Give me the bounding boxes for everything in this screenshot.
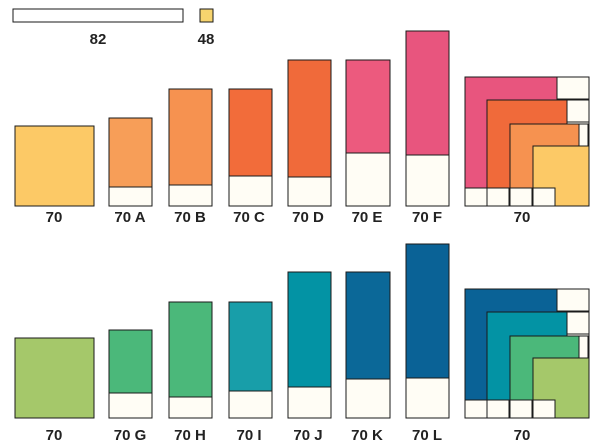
- row-1-label-2: 70 B: [174, 209, 206, 226]
- nested-foot-0: [464, 187, 488, 207]
- sheet-fill-2-6: [405, 243, 450, 379]
- sheet-fill-2-0: [14, 337, 95, 419]
- nested-cap-2: [578, 123, 589, 147]
- row-2-label-2: 70 H: [174, 427, 206, 444]
- nested-cap-2: [578, 335, 589, 359]
- row-1-label-6: 70 F: [412, 209, 442, 226]
- row-1-label-1: 70 A: [114, 209, 145, 226]
- sheet-fill-1-4: [287, 59, 332, 178]
- legend-long-sheet-label: 82: [90, 31, 107, 48]
- row-2-label-3: 70 I: [236, 427, 261, 444]
- row-2-label-6: 70 L: [412, 427, 442, 444]
- nested-cap-0: [556, 76, 590, 100]
- nested-foot-2: [509, 187, 533, 207]
- sheet-fill-1-5: [345, 59, 391, 154]
- row-1: [14, 30, 590, 207]
- row-2-label-5: 70 K: [351, 427, 383, 444]
- row-1-label-0: 70: [46, 209, 63, 226]
- nested-foot-0: [464, 399, 488, 419]
- nested-foot-1: [486, 187, 510, 207]
- sheet-fill-1-1: [108, 117, 153, 188]
- legend-long-sheet-swatch: [12, 8, 184, 23]
- sheet-fill-1-3: [228, 88, 273, 177]
- sheet-fill-2-4: [287, 271, 332, 388]
- nested-cap-0: [556, 288, 590, 312]
- nested-cap-1: [566, 311, 590, 335]
- sheet-fill-2-5: [345, 271, 391, 380]
- row-1-label-4: 70 D: [292, 209, 324, 226]
- row-2: [14, 243, 590, 419]
- legend-small-sheet-label: 48: [198, 31, 215, 48]
- legend: 82 48: [12, 8, 215, 48]
- legend-small-sheet-swatch: [199, 8, 214, 23]
- row-1-label-3: 70 C: [233, 209, 265, 226]
- row-2-label-4: 70 J: [293, 427, 322, 444]
- row-1-labels: 70 70 A 70 B 70 C 70 D 70 E 70 F 70: [46, 209, 531, 226]
- sheet-fill-1-6: [405, 30, 450, 156]
- row-1-label-7: 70: [514, 209, 531, 226]
- row-2-label-0: 70: [46, 427, 63, 444]
- nested-foot-1: [486, 399, 510, 419]
- sheet-fill-1-2: [168, 88, 213, 186]
- sheet-fill-2-3: [228, 301, 273, 392]
- nested-summary-2: [464, 288, 590, 419]
- nested-foot-3: [532, 399, 556, 419]
- row-2-label-1: 70 G: [114, 427, 147, 444]
- sheet-fill-2-1: [108, 329, 153, 394]
- nested-summary-1: [464, 76, 590, 207]
- nested-foot-3: [532, 187, 556, 207]
- row-2-label-7: 70: [514, 427, 531, 444]
- sheet-fill-2-2: [168, 301, 213, 398]
- sheet-fill-1-0: [14, 125, 95, 207]
- row-2-labels: 70 70 G 70 H 70 I 70 J 70 K 70 L 70: [46, 427, 531, 444]
- nested-foot-2: [509, 399, 533, 419]
- nested-cap-1: [566, 99, 590, 123]
- row-1-label-5: 70 E: [352, 209, 383, 226]
